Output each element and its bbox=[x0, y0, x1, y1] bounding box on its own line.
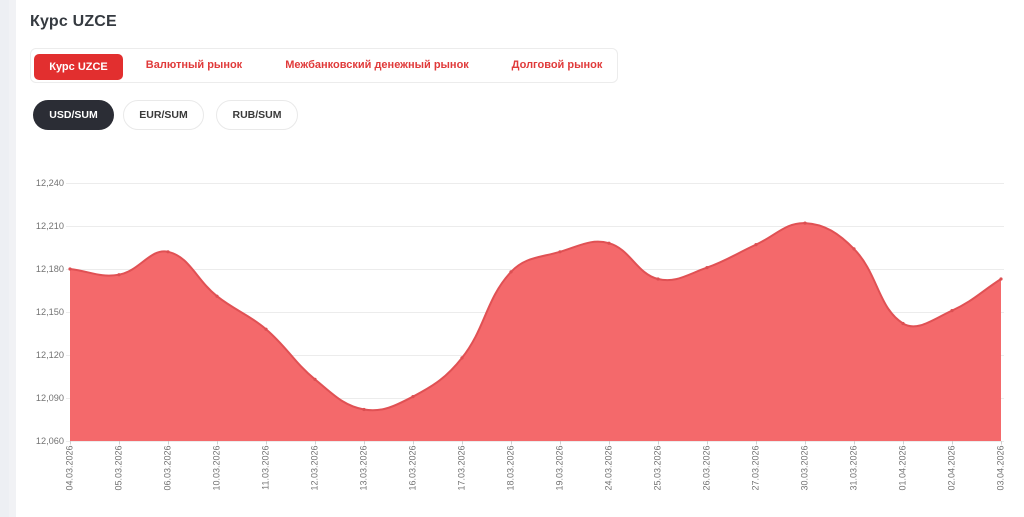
svg-text:01.04.2026: 01.04.2026 bbox=[897, 446, 907, 491]
svg-text:30.03.2026: 30.03.2026 bbox=[799, 446, 809, 491]
svg-text:27.03.2026: 27.03.2026 bbox=[750, 446, 760, 491]
svg-text:17.03.2026: 17.03.2026 bbox=[456, 446, 466, 491]
svg-text:24.03.2026: 24.03.2026 bbox=[603, 446, 613, 491]
svg-text:25.03.2026: 25.03.2026 bbox=[652, 446, 662, 491]
svg-text:26.03.2026: 26.03.2026 bbox=[701, 446, 711, 491]
svg-text:12,210: 12,210 bbox=[36, 221, 64, 231]
svg-text:31.03.2026: 31.03.2026 bbox=[848, 446, 858, 491]
svg-text:13.03.2026: 13.03.2026 bbox=[358, 446, 368, 491]
svg-text:16.03.2026: 16.03.2026 bbox=[407, 446, 417, 491]
svg-text:10.03.2026: 10.03.2026 bbox=[211, 446, 221, 491]
svg-text:06.03.2026: 06.03.2026 bbox=[162, 446, 172, 491]
svg-text:12,120: 12,120 bbox=[36, 350, 64, 360]
svg-text:02.04.2026: 02.04.2026 bbox=[946, 446, 956, 491]
svg-text:18.03.2026: 18.03.2026 bbox=[505, 446, 515, 491]
svg-text:12,090: 12,090 bbox=[36, 393, 64, 403]
svg-text:04.03.2026: 04.03.2026 bbox=[64, 446, 74, 491]
svg-text:12,060: 12,060 bbox=[36, 436, 64, 446]
svg-text:03.04.2026: 03.04.2026 bbox=[995, 446, 1005, 491]
svg-text:12,150: 12,150 bbox=[36, 307, 64, 317]
svg-text:12,240: 12,240 bbox=[36, 178, 64, 188]
svg-text:12.03.2026: 12.03.2026 bbox=[309, 446, 319, 491]
svg-text:12,180: 12,180 bbox=[36, 264, 64, 274]
svg-text:11.03.2026: 11.03.2026 bbox=[260, 446, 270, 490]
svg-text:19.03.2026: 19.03.2026 bbox=[554, 446, 564, 491]
svg-text:05.03.2026: 05.03.2026 bbox=[113, 446, 123, 491]
